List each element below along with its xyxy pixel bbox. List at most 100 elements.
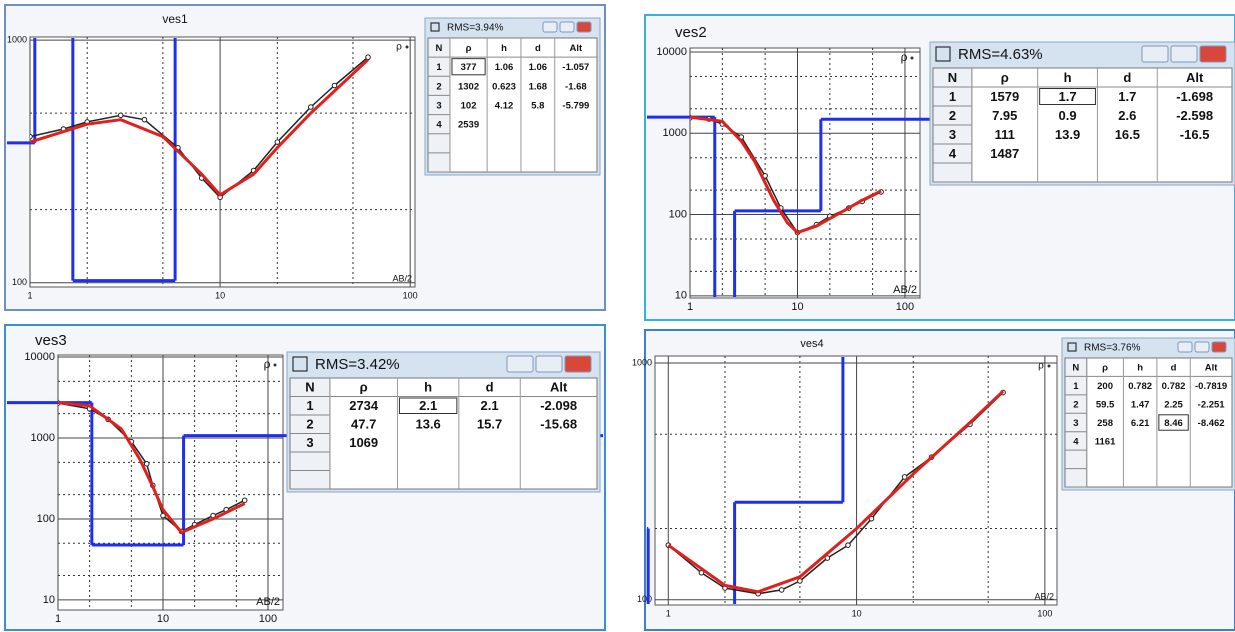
y-axis-label: ρ	[264, 357, 271, 371]
table-cell: 200	[1097, 381, 1113, 392]
x-tick-label: 100	[403, 290, 418, 300]
calculated-curve	[58, 401, 246, 534]
curves	[690, 115, 884, 236]
table-cell: 1.06	[495, 62, 514, 73]
calculated-curve	[30, 58, 370, 197]
selected-cell	[1158, 414, 1189, 431]
window-icon	[935, 46, 951, 62]
table-cell: 1302	[458, 81, 479, 92]
table-cell: 2734	[349, 398, 379, 413]
table-body	[932, 67, 1233, 183]
minimize-button[interactable]	[1141, 45, 1169, 63]
x-tick-label: 10	[215, 290, 225, 300]
table-cell: 0.9	[1059, 108, 1077, 123]
model-table-window: RMS=3.42%N ρ h d Alt 1 2734 2.1 2.1 -2.098 2 47.7 13…	[286, 351, 601, 493]
table-cell: 59.5	[1096, 400, 1115, 411]
table-cell: 0.623	[492, 81, 516, 92]
y-tick-label: 10	[675, 290, 687, 302]
table-cell: 0.782	[1128, 381, 1152, 392]
y-label-dot	[1047, 364, 1051, 368]
maximize-button[interactable]	[1194, 341, 1210, 353]
maximize-button[interactable]	[1170, 45, 1198, 63]
table-cell: 1	[1073, 381, 1079, 392]
close-button[interactable]	[564, 355, 592, 373]
table-header: N	[436, 43, 443, 54]
y-tick-label: 1000	[31, 432, 55, 444]
y-tick-label: 10	[43, 594, 55, 606]
table-header: ρ	[1001, 70, 1009, 85]
y-tick-label: 1000	[7, 34, 27, 44]
table-cell: 1161	[1095, 436, 1116, 447]
observed-point	[143, 460, 150, 467]
table-cell: -1.057	[562, 62, 589, 73]
close-button[interactable]	[576, 21, 592, 33]
y-tick-label: 100	[12, 277, 27, 287]
table-cell: 2.1	[481, 398, 499, 413]
table-header: h	[1064, 70, 1072, 85]
close-button[interactable]	[1211, 341, 1227, 353]
table-header: N	[305, 380, 314, 395]
table-header: ρ	[1102, 363, 1108, 374]
table-cell: 111	[995, 127, 1015, 142]
table-cell: 2.1	[419, 398, 437, 413]
window-icon	[430, 22, 440, 32]
table-header: h	[1137, 363, 1143, 374]
table-cell: 1.7	[1059, 89, 1077, 104]
table-cell: 4	[436, 120, 442, 131]
table-header: Alt	[1205, 363, 1219, 374]
y-label-dot	[910, 56, 914, 60]
x-tick-label: 1	[666, 608, 671, 618]
y-tick-label: 10000	[656, 46, 687, 58]
model-table-window: RMS=4.63%N ρ h d Alt 1 1579 1.7 1.7 -1.698 2 7.95 0.…	[929, 41, 1235, 186]
table-header: d	[535, 43, 541, 54]
window-icon	[292, 356, 308, 372]
table-cell: 1.47	[1131, 400, 1150, 411]
observed-point	[824, 555, 831, 561]
x-axis-label: AB/2	[893, 284, 917, 296]
selected-cell	[398, 397, 458, 414]
x-axis-label: AB/2	[256, 596, 280, 608]
table-header: ρ	[360, 380, 368, 395]
window-icon	[1067, 342, 1077, 352]
model-table-window: RMS=3.76% N ρ h d Alt 1 200 0.782 0.782 -0.7819 2 59…	[1061, 337, 1235, 491]
table-cell: 2539	[458, 120, 479, 131]
table-cell: 1	[949, 89, 956, 104]
table-cell: 2	[949, 108, 956, 123]
maximize-button[interactable]	[535, 355, 563, 373]
y-tick-label: 100	[637, 594, 652, 604]
panel-title: ves2	[675, 24, 707, 41]
selected-cell	[1039, 88, 1096, 105]
table-cell: 3	[1073, 418, 1078, 429]
y-label-dot	[273, 363, 277, 367]
table-cell: -16.5	[1180, 127, 1210, 142]
table-body	[427, 37, 598, 173]
table-header: N	[1072, 363, 1079, 374]
x-tick-label: 1	[55, 613, 61, 625]
minimize-button[interactable]	[1177, 341, 1193, 353]
minimize-button[interactable]	[542, 21, 558, 33]
maximize-button[interactable]	[559, 21, 575, 33]
observed-point	[901, 474, 908, 480]
observed-point	[241, 497, 248, 504]
table-body	[1064, 357, 1233, 488]
table-cell: 2	[436, 81, 441, 92]
minimize-button[interactable]	[506, 355, 534, 373]
curves	[665, 389, 1006, 597]
observed-point	[331, 82, 338, 89]
table-cell: 3	[306, 435, 313, 450]
table-cell: -2.251	[1198, 400, 1226, 411]
plot-area	[57, 354, 284, 611]
panel-title: ves4	[800, 338, 823, 350]
table-cell: 1	[436, 62, 442, 73]
table-cell: 1487	[990, 146, 1019, 161]
model-table-window: RMS=3.94% N ρ h d Alt 1 377 1.06 1.06 -1.057 2 1302 0…	[424, 17, 601, 176]
table-header: Alt	[1186, 70, 1204, 85]
x-tick-label: 1	[687, 301, 693, 313]
y-axis-label: ρ	[901, 50, 908, 64]
close-button[interactable]	[1199, 45, 1227, 63]
rms-label: RMS=3.42%	[315, 356, 400, 373]
table-cell: 16.5	[1115, 127, 1140, 142]
table-header: ρ	[466, 43, 472, 54]
